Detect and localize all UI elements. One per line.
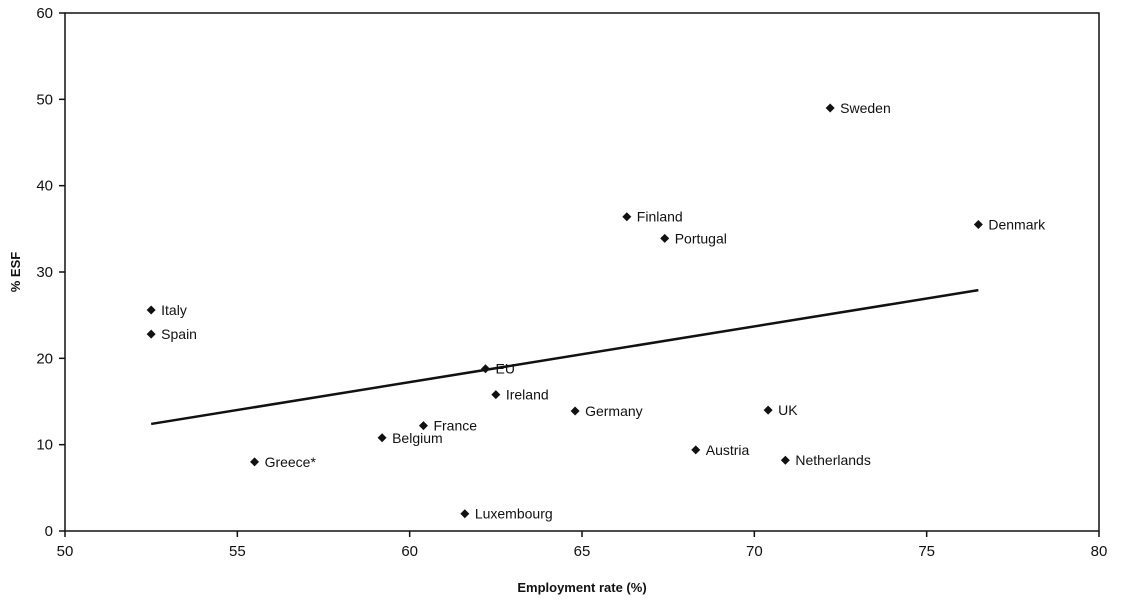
y-axis: 0 10 20 30 40 50 60 [36, 5, 65, 540]
y-tick-label: 40 [36, 178, 53, 195]
data-label: Sweden [840, 100, 891, 116]
data-point-netherlands [780, 455, 790, 465]
data-label: EU [495, 361, 514, 377]
x-tick-label: 65 [574, 543, 591, 560]
data-point-italy [146, 305, 156, 315]
data-point-uk [763, 405, 773, 415]
data-point-france [418, 421, 428, 431]
data-point-portugal [660, 233, 670, 243]
y-axis-title: % ESF [8, 252, 23, 293]
data-label: Germany [585, 403, 643, 419]
data-label: Finland [637, 209, 683, 225]
y-tick-label: 10 [36, 437, 53, 454]
data-label: Ireland [506, 387, 549, 403]
data-point-greece [250, 457, 260, 467]
y-tick-label: 50 [36, 91, 53, 108]
data-label: Spain [161, 326, 197, 342]
y-tick-label: 0 [45, 523, 53, 540]
y-tick-label: 20 [36, 350, 53, 367]
data-point-germany [570, 406, 580, 416]
data-label: Luxembourg [475, 506, 553, 522]
data-point-denmark [973, 220, 983, 230]
x-tick-label: 50 [57, 543, 74, 560]
data-point-ireland [491, 390, 501, 400]
x-axis: 50 55 60 65 70 75 80 [57, 531, 1108, 560]
data-label: France [433, 418, 477, 434]
data-point-austria [691, 445, 701, 455]
data-point-spain [146, 329, 156, 339]
data-label: Portugal [675, 230, 727, 246]
x-tick-label: 80 [1091, 543, 1108, 560]
data-point-eu [480, 364, 490, 374]
data-label: Italy [161, 302, 187, 318]
data-label: Greece* [265, 454, 317, 470]
data-point-belgium [377, 433, 387, 443]
data-label: Netherlands [795, 452, 871, 468]
x-tick-label: 55 [229, 543, 246, 560]
x-axis-title: Employment rate (%) [517, 580, 646, 595]
y-tick-label: 60 [36, 5, 53, 22]
x-tick-label: 70 [746, 543, 763, 560]
data-label: UK [778, 402, 798, 418]
trendline [150, 288, 979, 426]
data-label: Belgium [392, 430, 443, 446]
data-point-finland [622, 212, 632, 222]
data-label: Denmark [988, 217, 1046, 233]
data-point-luxembourg [460, 509, 470, 519]
plot-frame [64, 12, 1100, 532]
x-tick-label: 75 [918, 543, 935, 560]
x-tick-label: 60 [401, 543, 418, 560]
data-point-sweden [825, 103, 835, 113]
y-tick-label: 30 [36, 264, 53, 281]
data-label: Austria [706, 442, 750, 458]
